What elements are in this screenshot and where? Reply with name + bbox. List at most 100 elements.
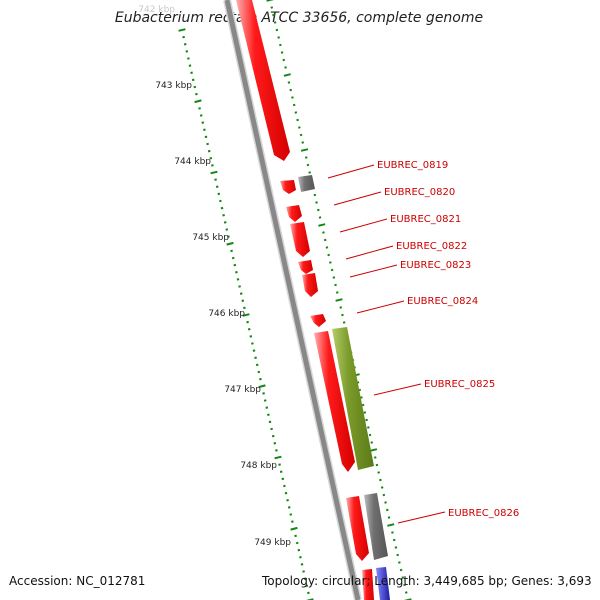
inner-minor-tick bbox=[190, 71, 193, 74]
inner-minor-tick bbox=[183, 43, 187, 46]
inner-minor-tick bbox=[300, 563, 304, 566]
inner-minor-tick bbox=[207, 149, 211, 153]
inner-minor-tick bbox=[268, 420, 272, 424]
gene-feature-0825-red[interactable] bbox=[314, 331, 355, 472]
gene-label-0820[interactable]: EUBREC_0820 bbox=[384, 187, 455, 198]
outer-major-tick bbox=[283, 73, 291, 77]
inner-minor-tick bbox=[307, 591, 310, 595]
outer-minor-tick bbox=[284, 66, 287, 69]
inner-minor-tick bbox=[231, 256, 235, 260]
outer-minor-tick bbox=[287, 81, 291, 84]
inner-minor-tick bbox=[215, 185, 219, 188]
gene-feature-0819[interactable] bbox=[280, 180, 296, 194]
inner-minor-tick bbox=[271, 434, 275, 438]
inner-major-tick bbox=[306, 598, 314, 600]
inner-minor-tick bbox=[204, 135, 208, 139]
gene-feature-0821[interactable] bbox=[286, 205, 302, 222]
gene-label-0824[interactable]: EUBREC_0824 bbox=[407, 296, 478, 307]
outer-minor-tick bbox=[325, 246, 329, 249]
gene-feature-upstream[interactable] bbox=[236, 0, 290, 161]
inner-minor-tick bbox=[249, 335, 253, 338]
gene-feature-0822[interactable] bbox=[290, 222, 310, 257]
outer-minor-tick bbox=[380, 486, 384, 489]
inner-minor-tick bbox=[294, 534, 297, 538]
inner-minor-tick bbox=[238, 285, 241, 288]
outer-minor-tick bbox=[275, 28, 279, 32]
inner-minor-tick bbox=[241, 299, 245, 302]
gene-label-0821[interactable]: EUBREC_0821 bbox=[390, 214, 461, 225]
outer-minor-tick bbox=[375, 463, 379, 467]
outer-minor-tick bbox=[392, 538, 396, 542]
inner-minor-tick bbox=[195, 92, 198, 96]
inner-major-tick bbox=[178, 28, 186, 32]
kbp-label-747: 747 kbp bbox=[224, 385, 261, 395]
gene-feature-0820[interactable] bbox=[298, 175, 315, 192]
outer-minor-tick bbox=[396, 553, 399, 557]
gene-label-0819[interactable]: EUBREC_0819 bbox=[377, 160, 448, 171]
gene-feature-0824[interactable] bbox=[310, 314, 326, 327]
outer-minor-tick bbox=[363, 411, 367, 414]
outer-minor-tick bbox=[298, 126, 301, 129]
outer-major-tick bbox=[300, 148, 309, 152]
kbp-label-745: 745 kbp bbox=[192, 233, 229, 243]
inner-major-tick bbox=[242, 313, 250, 317]
inner-minor-tick bbox=[279, 470, 283, 473]
inner-minor-tick bbox=[303, 577, 307, 580]
kbp-label-748: 748 kbp bbox=[240, 461, 277, 471]
outer-minor-tick bbox=[401, 576, 405, 579]
inner-minor-tick bbox=[305, 584, 309, 587]
gene-label-0823[interactable]: EUBREC_0823 bbox=[400, 260, 471, 271]
outer-minor-tick bbox=[398, 561, 401, 564]
inner-minor-tick bbox=[263, 399, 267, 402]
outer-minor-tick bbox=[382, 493, 386, 497]
inner-minor-tick bbox=[284, 491, 288, 495]
outer-minor-tick bbox=[339, 306, 343, 309]
inner-minor-tick bbox=[217, 192, 221, 196]
inner-minor-tick bbox=[220, 206, 224, 210]
leader-line-0824 bbox=[356, 300, 405, 314]
gene-feature-downstream-red[interactable] bbox=[362, 569, 374, 600]
outer-minor-tick bbox=[323, 238, 327, 242]
inner-minor-tick bbox=[291, 520, 294, 523]
gene-feature-downstream-blue[interactable] bbox=[376, 567, 390, 600]
outer-minor-tick bbox=[308, 171, 311, 174]
outer-minor-tick bbox=[279, 43, 282, 47]
gene-feature-0826-red[interactable] bbox=[346, 496, 369, 561]
inner-minor-tick bbox=[265, 406, 269, 409]
inner-scale-ticks bbox=[178, 28, 314, 600]
outer-minor-tick bbox=[272, 13, 275, 17]
inner-minor-tick bbox=[257, 370, 261, 374]
gene-feature-0823b[interactable] bbox=[302, 273, 318, 297]
outer-minor-tick bbox=[399, 568, 403, 572]
inner-minor-tick bbox=[201, 121, 205, 124]
gene-feature-0826[interactable] bbox=[364, 493, 388, 560]
outer-minor-tick bbox=[394, 546, 398, 549]
leader-line-0819 bbox=[327, 164, 375, 179]
outer-minor-tick bbox=[280, 51, 284, 54]
gene-feature-0825[interactable] bbox=[332, 327, 374, 470]
leader-line-0825 bbox=[373, 383, 422, 396]
accession-text: Accession: NC_012781 bbox=[9, 574, 146, 588]
leader-line-0826 bbox=[397, 511, 446, 524]
gene-feature-0823[interactable] bbox=[298, 260, 313, 274]
outer-minor-tick bbox=[373, 456, 377, 459]
kbp-label-746: 746 kbp bbox=[208, 309, 245, 319]
inner-minor-tick bbox=[222, 214, 225, 217]
outer-minor-tick bbox=[387, 516, 391, 519]
outer-major-tick bbox=[266, 0, 274, 2]
inner-minor-tick bbox=[254, 356, 257, 359]
outer-minor-tick bbox=[273, 21, 277, 24]
gene-label-0825[interactable]: EUBREC_0825 bbox=[424, 379, 495, 390]
outer-minor-tick bbox=[270, 6, 274, 9]
inner-minor-tick bbox=[211, 164, 214, 167]
outer-minor-tick bbox=[329, 261, 332, 264]
inner-minor-tick bbox=[251, 342, 254, 345]
inner-minor-tick bbox=[206, 142, 209, 146]
inner-minor-tick bbox=[295, 541, 299, 545]
gene-label-0822[interactable]: EUBREC_0822 bbox=[396, 241, 467, 252]
inner-major-tick bbox=[226, 241, 234, 246]
leader-line-0821 bbox=[339, 218, 388, 233]
outer-minor-tick bbox=[318, 216, 322, 219]
gene-label-0826[interactable]: EUBREC_0826 bbox=[448, 508, 519, 519]
inner-minor-tick bbox=[239, 292, 243, 295]
